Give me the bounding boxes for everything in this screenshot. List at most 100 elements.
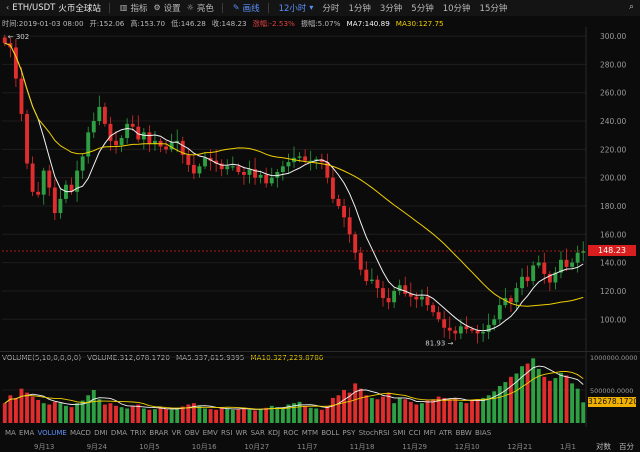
- candle-body: [75, 170, 80, 192]
- volume-bar: [358, 388, 363, 423]
- indicator-tab-wr[interactable]: WR: [235, 429, 248, 437]
- timeframe-5[interactable]: 15分钟: [479, 4, 508, 14]
- volume-bar: [41, 403, 46, 423]
- candle-body: [408, 293, 413, 297]
- volume-bar: [453, 397, 458, 423]
- candle-body: [91, 121, 96, 133]
- indicator-tab-emv[interactable]: EMV: [202, 429, 218, 437]
- candle-body: [219, 163, 224, 170]
- theme-button[interactable]: ☼ 亮色: [187, 2, 214, 15]
- volume-bar: [8, 395, 13, 423]
- candle-body: [47, 170, 52, 188]
- volume-bar: [492, 391, 497, 423]
- candle-body: [102, 106, 107, 124]
- y-tick-label: 180.00: [600, 202, 626, 211]
- volume-bar: [58, 403, 63, 423]
- volume-bar: [141, 408, 146, 423]
- volume-bar: [414, 404, 419, 423]
- indicator-tab-mtm[interactable]: MTM: [301, 429, 319, 437]
- indicator-tab-sar[interactable]: SAR: [250, 429, 265, 437]
- indicator-tab-dmi[interactable]: DMI: [94, 429, 108, 437]
- candle-body: [214, 160, 219, 164]
- candle-body: [386, 298, 391, 303]
- indicator-tab-dma[interactable]: DMA: [110, 429, 128, 437]
- indicators-button[interactable]: ▥ 指标: [119, 2, 148, 15]
- candle-body: [197, 166, 202, 174]
- log-scale-toggle[interactable]: 对数: [596, 442, 611, 451]
- timeframe-3[interactable]: 5分钟: [411, 4, 434, 14]
- indicator-tab-ema[interactable]: EMA: [19, 429, 35, 437]
- volume-bar: [191, 403, 196, 423]
- indicator-tab-obv[interactable]: OBV: [184, 429, 200, 437]
- candle-body: [425, 296, 430, 306]
- candle-body: [280, 166, 285, 173]
- date-axis: 9月13 9月24 10月5 10月16 10月27 11月7 11月18 11月29 12月1…: [0, 442, 640, 452]
- volume-chart[interactable]: 1000000.0000 500000.0000: [0, 351, 640, 427]
- indicator-tab-roc[interactable]: ROC: [283, 429, 299, 437]
- indicator-tab-mfi[interactable]: MFI: [423, 429, 436, 437]
- indicator-tab-atr[interactable]: ATR: [439, 429, 453, 437]
- chart-icon: ▥: [119, 3, 128, 12]
- interval-label: 12小时: [278, 4, 307, 14]
- info-open: 开:152.06: [89, 19, 125, 28]
- volume-bar: [442, 397, 447, 423]
- indicator-tab-boll[interactable]: BOLL: [321, 429, 340, 437]
- chevron-down-icon: ▾: [309, 3, 314, 12]
- indicator-tab-brar[interactable]: BRAR: [149, 429, 169, 437]
- timeframe-2[interactable]: 3分钟: [379, 4, 403, 14]
- latest-volume-tag: 312678.1720: [588, 397, 639, 408]
- symbol-selector[interactable]: ‹ ETH/USDT 火币全球站: [6, 2, 101, 14]
- candle-body: [436, 312, 441, 320]
- indicator-tab-stochrsi[interactable]: StochRSI: [358, 429, 390, 437]
- timeframe-4[interactable]: 10分钟: [442, 4, 471, 14]
- candle-body: [325, 162, 330, 178]
- volume-bar: [219, 407, 224, 423]
- search-icon[interactable]: ⌕: [628, 2, 634, 12]
- timeframe-1[interactable]: 1分钟: [348, 4, 371, 14]
- x-tick-label: 10月16: [191, 443, 217, 451]
- timeframe-0[interactable]: 分时: [322, 4, 340, 14]
- candle-body: [336, 198, 341, 206]
- volume-bar: [547, 380, 552, 423]
- indicator-tab-macd[interactable]: MACD: [69, 429, 91, 437]
- indicator-tab-cci[interactable]: CCI: [408, 429, 421, 437]
- candle-body: [447, 327, 452, 331]
- percent-scale-toggle[interactable]: 百分: [619, 442, 634, 451]
- indicator-tab-kdj[interactable]: KDJ: [268, 429, 281, 437]
- candle-body: [570, 262, 575, 267]
- volume-bar: [108, 403, 113, 423]
- candle-body: [330, 177, 335, 199]
- indicator-tab-bias[interactable]: BIAS: [475, 429, 492, 437]
- indicator-tab-trix[interactable]: TRIX: [130, 429, 147, 437]
- interval-selected[interactable]: 12小时 ▾: [278, 2, 314, 15]
- volume-bar: [186, 404, 191, 423]
- candle-body: [464, 326, 469, 330]
- indicator-tab-ma[interactable]: MA: [5, 429, 16, 437]
- candle-body: [175, 140, 180, 143]
- volume-bar: [269, 405, 274, 423]
- candle-body: [69, 184, 74, 192]
- candle-body: [241, 172, 246, 175]
- settings-button[interactable]: ⚙ 设置: [153, 2, 180, 15]
- candle-body: [186, 155, 191, 165]
- candle-body: [269, 177, 274, 184]
- y-tick-label: 280.00: [600, 60, 626, 69]
- indicator-tab-volume[interactable]: VOLUME: [37, 429, 67, 437]
- indicator-tab-smi[interactable]: SMI: [392, 429, 406, 437]
- price-chart[interactable]: 300.00 280.00 260.00 240.00 220.00 200.00 180.…: [0, 27, 640, 351]
- volume-ma10-line: [4, 371, 584, 410]
- candle-body: [258, 174, 263, 178]
- draw-button[interactable]: ✎ 画线: [233, 2, 260, 15]
- candle-body: [247, 169, 252, 175]
- ohlc-info-bar: 时间:2019-01-03 08:00 开:152.06 高:153.70 低:…: [2, 19, 444, 29]
- indicator-tab-vr[interactable]: VR: [171, 429, 182, 437]
- volume-bar: [225, 408, 230, 423]
- volume-bar: [30, 396, 35, 423]
- indicator-tab-rsi[interactable]: RSI: [221, 429, 233, 437]
- indicator-tab-bbw[interactable]: BBW: [455, 429, 472, 437]
- candle-body: [508, 298, 513, 303]
- volume-bar: [64, 405, 68, 423]
- candle-body: [381, 288, 385, 299]
- volume-bar: [319, 409, 324, 423]
- indicator-tab-psy[interactable]: PSY: [342, 429, 356, 437]
